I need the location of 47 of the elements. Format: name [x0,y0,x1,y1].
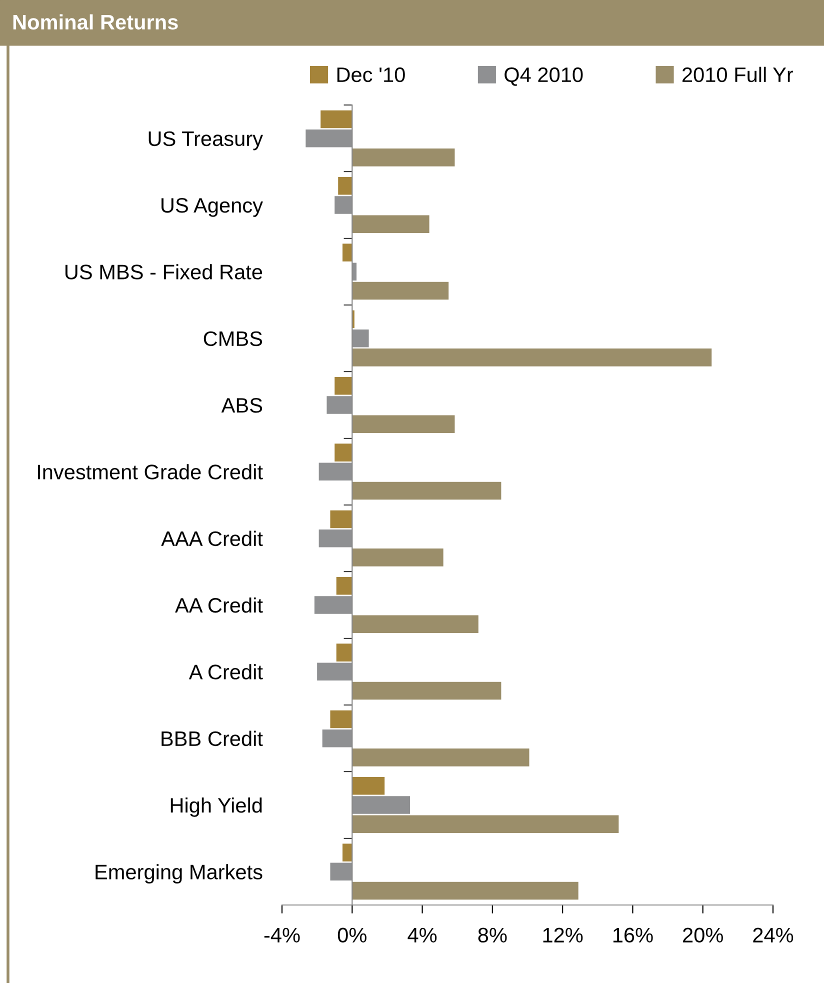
x-tick-label: 0% [338,928,366,943]
y-tick-label: US Treasury [148,131,263,150]
legend-label: Q4 2010 [504,67,583,86]
bar [352,548,444,566]
bar [320,110,352,128]
bar [330,510,352,528]
x-tick-label: 16% [613,928,653,943]
bar [336,577,352,595]
bar [342,844,352,862]
bar [352,482,502,500]
bar [352,215,430,233]
bar [352,682,502,700]
text: Nominal Returns [13,14,178,30]
y-tick-label: AAA Credit [161,530,263,546]
y-tick-label: ABS [221,398,262,413]
bar [338,177,352,195]
bar [352,748,530,766]
y-tick-label: AA Credit [175,597,263,613]
bar [352,415,455,433]
bar [342,244,352,262]
bar [352,615,478,633]
bar [352,815,619,833]
x-tick-label: 24% [753,928,794,942]
legend-label: Dec '10 [337,67,405,82]
x-tick-label: 8% [478,928,507,943]
y-tick-label: High Yield [170,797,262,817]
x-tick-label: 12% [543,928,583,942]
bar [352,148,455,166]
y-tick-label: CMBS [204,331,262,346]
y-tick-label: US MBS - Fixed Rate [65,264,262,280]
bar [334,444,352,462]
x-tick-label: 20% [683,928,723,943]
bar [336,644,352,662]
y-tick-label: BBB Credit [162,730,263,746]
x-tick-label: 4% [408,928,437,942]
bar [352,777,385,795]
y-tick-label: US Agency [162,198,263,217]
y-tick-label: Investment Grade Credit [38,464,263,480]
y-tick-label: A Credit [188,664,263,680]
y-tick-label: Emerging Markets [96,864,262,884]
x-tick-label: -4% [264,928,300,942]
bar [330,710,352,728]
bar [334,377,352,395]
bar [352,882,578,900]
bar [352,282,449,300]
bar [352,348,712,366]
legend-label: 2010 Full Yr [682,66,794,82]
